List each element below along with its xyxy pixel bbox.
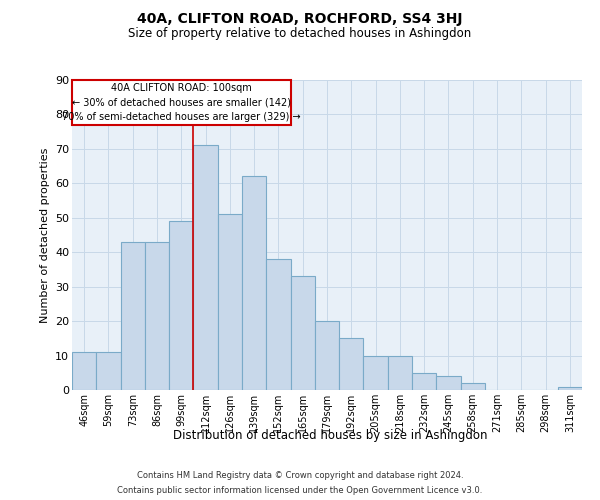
Bar: [315, 321, 339, 390]
Text: Contains public sector information licensed under the Open Government Licence v3: Contains public sector information licen…: [118, 486, 482, 495]
Bar: [169, 221, 193, 390]
Text: 40A CLIFTON ROAD: 100sqm
← 30% of detached houses are smaller (142)
70% of semi-: 40A CLIFTON ROAD: 100sqm ← 30% of detach…: [62, 82, 301, 122]
Bar: [388, 356, 412, 390]
Bar: [193, 146, 218, 390]
Bar: [339, 338, 364, 390]
Bar: [96, 352, 121, 390]
Bar: [364, 356, 388, 390]
Bar: [218, 214, 242, 390]
Bar: [412, 373, 436, 390]
Bar: [558, 386, 582, 390]
Text: Contains HM Land Registry data © Crown copyright and database right 2024.: Contains HM Land Registry data © Crown c…: [137, 471, 463, 480]
FancyBboxPatch shape: [72, 80, 290, 125]
Bar: [242, 176, 266, 390]
Text: Distribution of detached houses by size in Ashingdon: Distribution of detached houses by size …: [173, 428, 487, 442]
Bar: [461, 383, 485, 390]
Bar: [436, 376, 461, 390]
Y-axis label: Number of detached properties: Number of detached properties: [40, 148, 50, 322]
Bar: [145, 242, 169, 390]
Bar: [72, 352, 96, 390]
Bar: [121, 242, 145, 390]
Bar: [266, 259, 290, 390]
Bar: [290, 276, 315, 390]
Text: 40A, CLIFTON ROAD, ROCHFORD, SS4 3HJ: 40A, CLIFTON ROAD, ROCHFORD, SS4 3HJ: [137, 12, 463, 26]
Text: Size of property relative to detached houses in Ashingdon: Size of property relative to detached ho…: [128, 28, 472, 40]
